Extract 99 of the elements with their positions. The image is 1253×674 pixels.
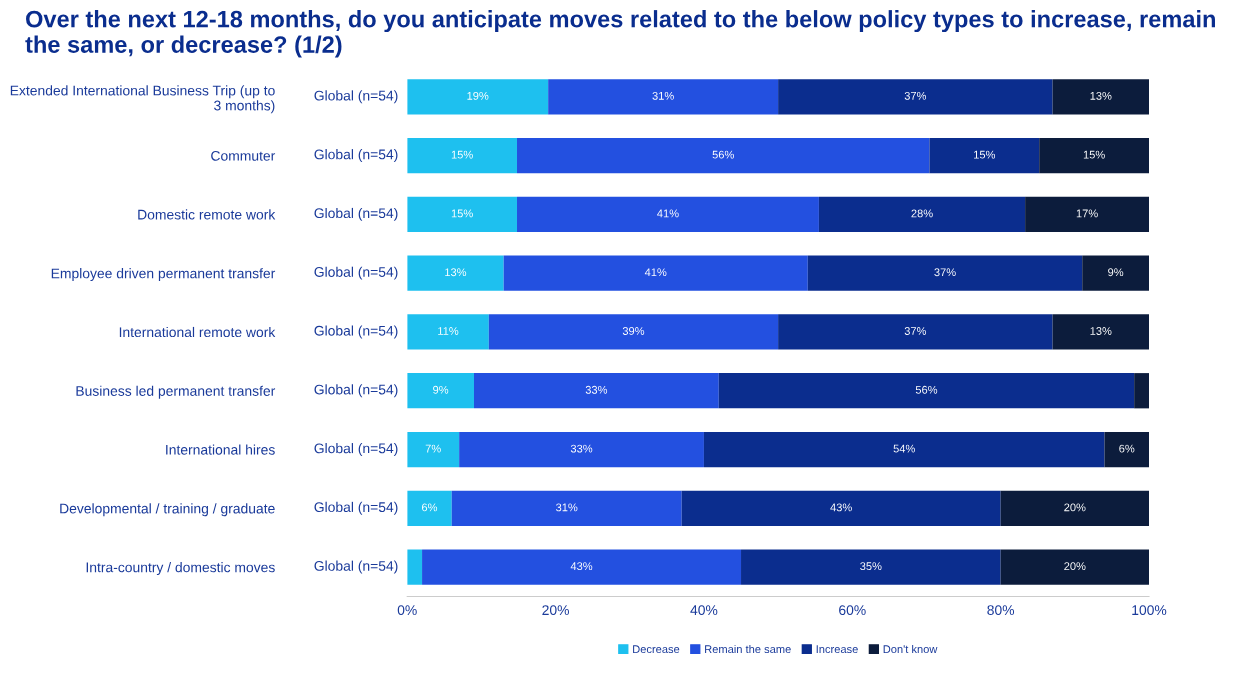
bar	[407, 490, 452, 526]
bar	[1052, 79, 1149, 115]
data-label: 33%	[585, 385, 608, 394]
bar	[407, 549, 423, 585]
bar	[1082, 255, 1149, 291]
bar	[422, 549, 742, 585]
bar	[681, 490, 1001, 526]
bar	[778, 314, 1053, 350]
data-label: 31%	[556, 503, 578, 512]
legend-label: Increase	[816, 645, 858, 654]
bar	[503, 255, 808, 291]
y-tick-label: Business led permanent transfer	[76, 385, 276, 399]
legend-label: Decrease	[633, 645, 680, 654]
bar	[1052, 314, 1149, 350]
bar	[407, 255, 504, 291]
data-label: 41%	[657, 209, 679, 218]
bar	[1039, 137, 1149, 174]
bar	[548, 79, 779, 115]
data-label: 17%	[1076, 209, 1098, 218]
data-label: 43%	[830, 503, 852, 512]
y-tick-label: Commuter	[211, 150, 276, 161]
bar	[818, 196, 1026, 233]
bar	[741, 549, 1001, 585]
bar	[718, 373, 1135, 409]
x-tick-label: 40%	[690, 605, 718, 616]
data-label: 20%	[1064, 503, 1086, 512]
data-label: 43%	[570, 562, 593, 571]
chart-title: Over the next 12-18 months, do you anticipate moves related to the below policy types to increase, remain the same, or decrease? (1/2)	[25, 10, 1215, 58]
bar	[407, 431, 460, 468]
text: Global (n=54)	[314, 325, 398, 339]
data-label: 13%	[445, 268, 467, 277]
x-tick-label: 100%	[1132, 605, 1167, 616]
text: Global (n=54)	[314, 560, 398, 574]
bar	[1104, 431, 1149, 468]
data-label: 41%	[644, 268, 667, 277]
data-label: 35%	[860, 562, 882, 571]
data-label: 31%	[652, 91, 674, 100]
data-label: 56%	[712, 150, 734, 159]
data-label: 9%	[433, 385, 449, 394]
text: Global (n=54)	[314, 443, 398, 456]
x-tick-label: 60%	[839, 605, 866, 616]
text: Global (n=54)	[314, 207, 398, 221]
bar	[778, 79, 1053, 115]
bar	[1000, 490, 1149, 526]
data-label: 33%	[570, 444, 593, 453]
bar	[807, 255, 1083, 291]
text: Global (n=54)	[314, 90, 398, 104]
y-tick-label: Extended International Business Trip (up to 3 months)	[10, 85, 275, 114]
x-tick-label: 20%	[542, 605, 569, 616]
text: Global (n=54)	[314, 501, 398, 515]
bar	[407, 373, 474, 409]
bar	[929, 137, 1040, 174]
data-label: 19%	[467, 91, 489, 100]
bar	[1134, 373, 1149, 409]
bar	[407, 196, 518, 233]
bar	[488, 314, 779, 350]
data-label: 15%	[1083, 150, 1105, 159]
legend-label: Don't know	[883, 644, 938, 654]
text: Global (n=54)	[314, 384, 398, 398]
x-tick-label: 80%	[987, 605, 1015, 616]
bar	[407, 137, 518, 174]
bar	[407, 79, 549, 115]
data-label: 56%	[915, 385, 938, 394]
bar	[517, 196, 819, 233]
y-tick-label: Domestic remote work	[138, 209, 276, 220]
data-label: 13%	[1090, 327, 1112, 335]
data-label: 54%	[893, 444, 915, 453]
data-label: 37%	[934, 268, 956, 277]
data-label: 39%	[622, 327, 645, 335]
bar	[451, 490, 682, 526]
y-tick-label: Intra-country / domestic moves	[86, 562, 275, 576]
y-tick-label: International hires	[166, 444, 275, 455]
data-label: 15%	[974, 150, 996, 159]
data-label: 37%	[904, 91, 927, 100]
bar	[1025, 196, 1149, 233]
data-label: 11%	[438, 327, 459, 335]
bar	[473, 373, 719, 409]
y-tick-label: Developmental / training / graduate	[60, 503, 275, 517]
data-label: 7%	[425, 444, 441, 453]
text: Global (n=54)	[314, 149, 398, 163]
legend-label: Remain the same	[705, 644, 791, 654]
data-label: 28%	[911, 209, 933, 218]
data-label: 13%	[1090, 91, 1112, 100]
data-label: 6%	[422, 503, 438, 512]
text: Global (n=54)	[314, 266, 398, 280]
y-tick-label: International remote work	[119, 326, 276, 338]
data-label: 37%	[904, 327, 927, 335]
y-tick-label: Employee driven permanent transfer	[51, 268, 276, 282]
data-label: 20%	[1064, 562, 1086, 571]
bar	[703, 431, 1105, 468]
data-label: 15%	[451, 209, 473, 218]
bar	[459, 431, 704, 468]
data-label: 6%	[1119, 444, 1135, 453]
data-label: 9%	[1108, 268, 1124, 277]
bar	[1000, 549, 1149, 585]
data-label: 15%	[451, 150, 473, 159]
x-tick-label: 0%	[397, 605, 417, 616]
bar	[517, 137, 930, 174]
bar	[407, 314, 489, 350]
